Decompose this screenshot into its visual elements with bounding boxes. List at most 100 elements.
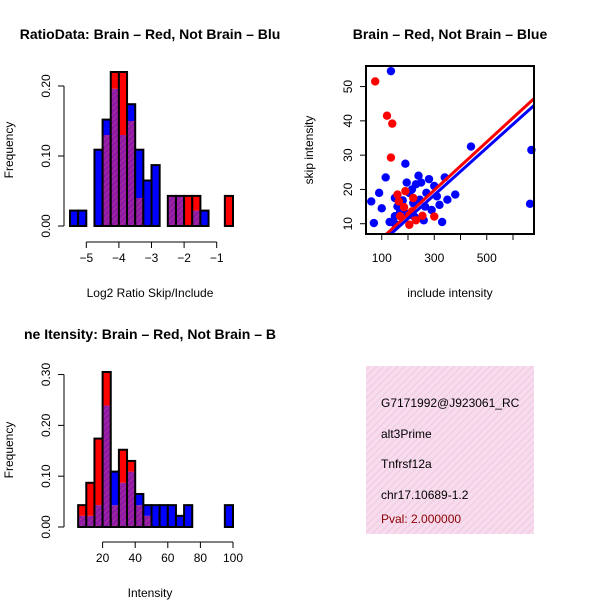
intensity-histogram: ne Itensity: Brain – Red, Not Brain – B … — [2, 326, 276, 600]
ratio-x-tick-label-4: −1 — [210, 251, 224, 265]
ratio-not-brain-bar-0 — [70, 210, 79, 226]
intensity-overlap-bar-2 — [94, 505, 103, 527]
scatter-xlabel: include intensity — [407, 286, 492, 300]
ratio-y-tick-label-2: 0.20 — [39, 74, 53, 98]
intensity-bin-6 — [126, 459, 137, 528]
scatter-brain-point-5 — [399, 203, 409, 212]
intensity-brain-bar-6 — [127, 460, 136, 472]
scatter-brain-point-2 — [388, 119, 397, 128]
intensity-histogram-ylabel: Frequency — [2, 422, 16, 479]
ratio-bin-19 — [223, 194, 235, 227]
intensity-bin-10 — [158, 504, 169, 529]
intensity-bin-13 — [183, 504, 194, 529]
intensity-not-brain-bar-12 — [175, 515, 185, 527]
ratio-bin-3 — [93, 148, 104, 227]
scatter-title: Brain – Red, Not Brain – Blue — [353, 26, 548, 42]
scatter-brain-point-14 — [409, 193, 418, 203]
scatter-not-brain-point-0 — [386, 66, 396, 76]
ratio-bin-15 — [191, 194, 202, 227]
scatter-brain-point-9 — [411, 216, 421, 225]
scatter-brain-point-11 — [418, 211, 427, 221]
intensity-histogram-xlabel: Intensity — [128, 586, 173, 600]
ratio-bin-13 — [174, 194, 186, 227]
intensity-not-brain-bar-13 — [184, 505, 193, 527]
ratio-x-tick-label-2: −3 — [145, 251, 159, 265]
intensity-scatterplot: Brain – Red, Not Brain – Blue 100 300 500 1… — [302, 26, 547, 300]
ratio-overlap-bar-13 — [175, 195, 185, 226]
scatter-not-brain-point-23 — [416, 178, 426, 187]
intensity-bar-outline-3 — [101, 371, 112, 528]
intensity-bin-8 — [142, 504, 153, 529]
ratio-not-brain-bar-4 — [102, 119, 111, 135]
intensity-not-brain-bar-7 — [135, 493, 144, 506]
ratio-bin-5 — [109, 71, 120, 227]
intensity-brain-bar-1 — [86, 482, 95, 516]
scatter-y-tick-label-2: 30 — [341, 148, 355, 162]
scatter-plot-frame — [365, 65, 535, 235]
intensity-not-brain-bar-4 — [110, 471, 119, 506]
intensity-not-brain-bar-8 — [143, 505, 152, 516]
intensity-overlap-bar-3 — [102, 405, 111, 527]
intensity-overlap-bar-7 — [135, 505, 144, 527]
scatter-not-brain-point-32 — [437, 217, 447, 227]
intensity-histogram-title: ne Itensity: Brain – Red, Not Brain – B — [24, 326, 276, 342]
ratio-bin-7 — [126, 103, 137, 227]
ratio-not-brain-bar-3 — [94, 149, 103, 226]
ratio-not-brain-bar-9 — [143, 180, 152, 226]
ratio-bin-4 — [101, 118, 112, 227]
intensity-x-tick-label-0: 20 — [96, 551, 110, 565]
intensity-y-tick-label-2: 0.20 — [39, 413, 53, 437]
scatter-y-tick-label-3: 40 — [341, 114, 355, 128]
ratio-brain-bar-14 — [184, 195, 193, 226]
scatter-not-brain-point-1 — [367, 197, 376, 206]
event-info-panel: G7171992@J923061_RC alt3Prime Tnfrsf12a … — [366, 366, 534, 534]
scatter-not-brain-point-36 — [466, 142, 476, 151]
scatter-brain-point-13 — [401, 186, 410, 196]
scatter-x-tick-label-0: 100 — [372, 251, 392, 265]
intensity-bin-12 — [174, 514, 186, 529]
scatter-y-tick-label-1: 20 — [341, 182, 355, 196]
intensity-brain-bar-5 — [118, 449, 128, 483]
ratio-bin-12 — [166, 194, 177, 227]
scatter-not-brain-point-13 — [401, 159, 410, 168]
ratio-x-tick-label-3: −2 — [177, 251, 191, 265]
scatter-y-tick-label-4: 50 — [341, 80, 355, 94]
intensity-x-tick-label-4: 100 — [223, 551, 243, 565]
ratio-bin-8 — [134, 148, 145, 227]
intensity-overlap-bar-1 — [86, 515, 95, 527]
scatter-brain-point-10 — [405, 220, 414, 229]
intensity-overlap-bar-8 — [143, 515, 152, 527]
intensity-bin-9 — [150, 504, 161, 529]
scatter-not-brain-point-38 — [525, 199, 535, 209]
scatter-y-tick-label-0: 10 — [341, 217, 355, 231]
ratio-histogram-title: RatioData: Brain – Red, Not Brain – Blu — [20, 26, 281, 42]
ratio-overlap-bar-5 — [110, 88, 119, 226]
scatter-x-tick-label-2: 500 — [477, 251, 497, 265]
intensity-brain-bar-3 — [102, 372, 111, 406]
intensity-bin-3 — [101, 371, 112, 528]
intensity-overlap-bar-4 — [110, 505, 119, 527]
ratio-overlap-bar-12 — [167, 195, 176, 226]
scatter-not-brain-point-21 — [414, 171, 423, 180]
ratio-bin-14 — [183, 194, 194, 227]
intensity-x-tick-label-3: 80 — [194, 551, 208, 565]
ratio-overlap-bar-6 — [118, 135, 128, 226]
ratio-brain-bar-15 — [192, 195, 201, 211]
intensity-bar-outline-13 — [183, 504, 194, 529]
intensity-bar-outline-18 — [223, 504, 235, 529]
ratio-not-brain-bar-1 — [78, 210, 87, 226]
intensity-y-tick-label-3: 0.30 — [39, 363, 53, 387]
scatter-not-brain-fit-line — [388, 104, 534, 234]
pvalue-text: Pval: 2.000000 — [381, 512, 461, 526]
scatter-brain-fit-line — [384, 97, 534, 234]
ratio-y-tick-label-0: 0.00 — [39, 214, 53, 238]
scatter-x-tick-label-1: 300 — [424, 251, 444, 265]
scatter-brain-point-0 — [370, 77, 380, 86]
ratio-brain-bar-6 — [118, 72, 128, 135]
intensity-bin-1 — [85, 481, 96, 529]
ratio-bar-outline-16 — [199, 209, 210, 228]
ratio-bin-6 — [117, 71, 129, 227]
scatter-not-brain-point-14 — [402, 178, 411, 187]
intensity-bin-11 — [166, 504, 177, 529]
scatter-not-brain-point-27 — [424, 174, 434, 184]
